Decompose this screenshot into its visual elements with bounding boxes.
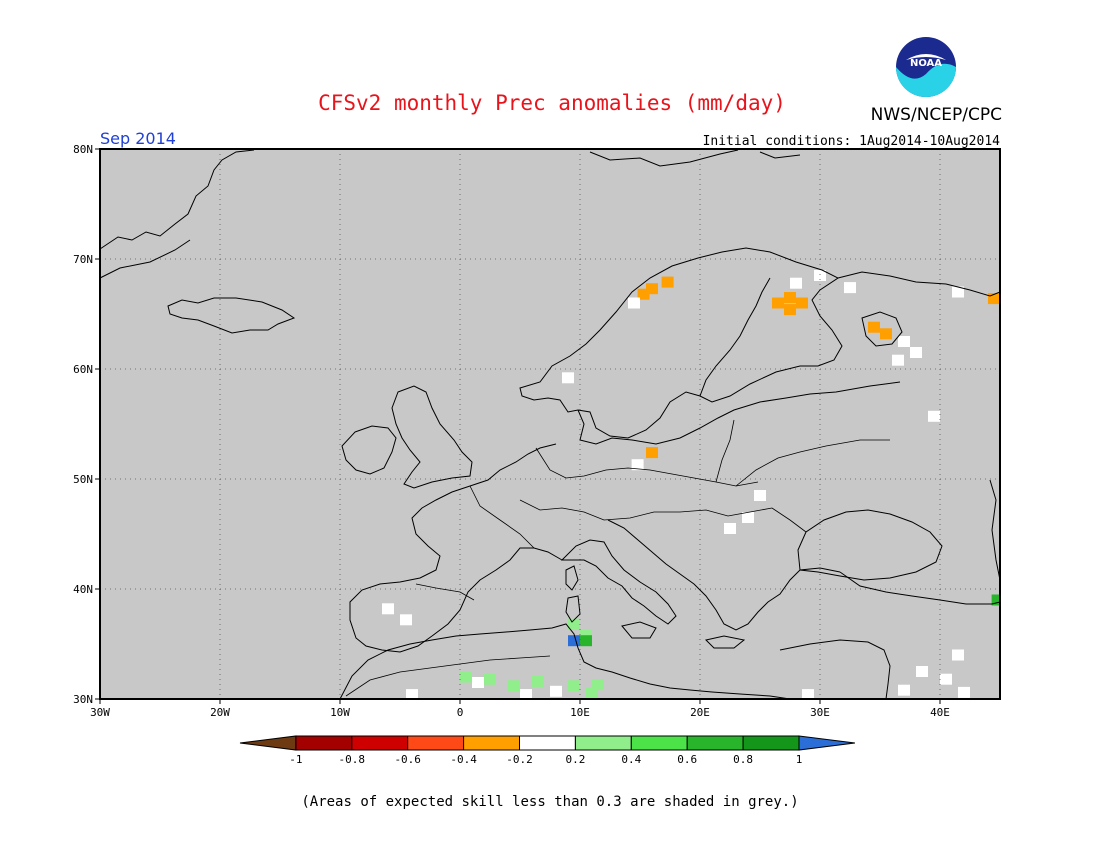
colorbar-segment	[407, 735, 465, 751]
anomaly-cell	[784, 292, 796, 303]
anomaly-cell	[592, 679, 604, 691]
anomaly-cell	[520, 689, 532, 699]
anomaly-cell	[916, 666, 928, 677]
colorbar-segment	[463, 735, 521, 751]
anomaly-cell	[472, 677, 484, 688]
noaa-logo: NOAA	[896, 37, 956, 97]
anomaly-cell	[637, 288, 650, 300]
y-tick-label: 40N	[73, 583, 93, 596]
anomaly-cell	[958, 686, 970, 698]
anomaly-cell	[661, 276, 674, 288]
anomaly-cell	[898, 336, 910, 347]
anomaly-cell	[754, 490, 766, 501]
anomaly-cells	[382, 270, 1000, 699]
anomaly-cell	[568, 618, 580, 630]
map-axes: 30W 20W 10W 0 10E 20E 30E 40E 80N 70N 60N 50N 40N 30N	[73, 143, 950, 719]
y-tick-label: 80N	[73, 143, 93, 156]
anomaly-cell	[580, 635, 592, 647]
anomaly-cell	[898, 684, 910, 696]
anomaly-cell	[988, 293, 1000, 305]
colorbar-label: -0.8	[339, 753, 366, 766]
anomaly-cell	[991, 594, 1000, 606]
figure-title: CFSv2 monthly Prec anomalies (mm/day)	[318, 91, 786, 115]
anomaly-cell	[910, 347, 922, 358]
anomaly-cell	[844, 282, 856, 294]
colorbar-label: -0.6	[394, 753, 421, 766]
map-frame	[99, 148, 1001, 700]
y-tick-label: 50N	[73, 473, 93, 486]
map-panel: 30W 20W 10W 0 10E 20E 30E 40E 80N 70N 60N 50N 40N 30N	[73, 143, 1001, 719]
anomaly-cell	[814, 270, 826, 281]
anomaly-cell	[400, 614, 412, 626]
colorbar-segment	[574, 735, 632, 751]
y-tick-label: 60N	[73, 363, 93, 376]
colorbar-segment	[686, 735, 744, 751]
x-tick-label: 20E	[690, 706, 710, 719]
anomaly-cell	[382, 603, 394, 615]
anomaly-cell	[802, 689, 814, 699]
x-tick-label: 0	[457, 706, 464, 719]
organization-label: NWS/NCEP/CPC	[871, 105, 1002, 125]
anomaly-cell	[952, 649, 964, 661]
footer-note: (Areas of expected skill less than 0.3 a…	[301, 794, 798, 810]
anomaly-cell	[532, 675, 544, 687]
anomaly-cell	[646, 447, 658, 459]
colorbar-arrow-right	[798, 735, 855, 751]
anomaly-cell	[790, 277, 802, 289]
colorbar-label: -0.4	[450, 753, 477, 766]
anomaly-cell	[484, 673, 496, 685]
colorbar-segment	[742, 735, 800, 751]
x-tick-label: 20W	[210, 706, 230, 719]
coastlines	[99, 149, 1001, 700]
anomaly-cell	[550, 685, 562, 697]
x-tick-label: 10E	[570, 706, 590, 719]
anomaly-cell	[631, 459, 644, 471]
valid-month: Sep 2014	[100, 129, 176, 148]
anomaly-cell	[562, 372, 574, 384]
anomaly-cell	[868, 321, 880, 333]
anomaly-cell	[628, 297, 640, 309]
x-tick-label: 30E	[810, 706, 830, 719]
colorbar-segment	[630, 735, 688, 751]
initial-conditions: Initial conditions: 1Aug2014-10Aug2014	[703, 134, 1001, 149]
colorbar-label: 0.4	[621, 753, 641, 766]
anomaly-cell	[568, 680, 580, 692]
colorbar-label: -1	[289, 753, 302, 766]
anomaly-cell	[724, 523, 736, 534]
anomaly-cell	[784, 304, 796, 316]
colorbar-label: 1	[796, 753, 803, 766]
x-tick-label: 10W	[330, 706, 350, 719]
colorbar-label: 0.2	[565, 753, 585, 766]
colorbar-segment	[295, 735, 353, 751]
y-tick-label: 30N	[73, 693, 93, 706]
anomaly-cell	[460, 671, 472, 683]
colorbar-arrow-left	[239, 735, 297, 751]
anomaly-cell	[796, 297, 808, 309]
anomaly-cell	[940, 673, 952, 685]
anomaly-cell	[880, 328, 892, 340]
anomaly-cell	[646, 283, 658, 295]
colorbar-segment	[519, 735, 576, 751]
colorbar-label: -0.2	[506, 753, 533, 766]
anomaly-cell	[892, 354, 904, 366]
y-tick-label: 70N	[73, 253, 93, 266]
anomaly-cell	[742, 512, 754, 523]
anomaly-cell	[772, 297, 784, 309]
anomaly-cell	[568, 635, 580, 647]
anomaly-cell	[928, 410, 940, 422]
logo-wordmark: NOAA	[910, 58, 942, 69]
colorbar-label: 0.8	[733, 753, 753, 766]
anomaly-cell	[952, 286, 964, 298]
x-tick-label: 40E	[930, 706, 950, 719]
colorbar: -1 -0.8 -0.6 -0.4 -0.2 0.2 0.4 0.6 0.8 1	[239, 735, 855, 766]
x-tick-label: 30W	[90, 706, 110, 719]
anomaly-cell	[508, 680, 520, 692]
anomaly-cell	[586, 688, 598, 699]
colorbar-label: 0.6	[677, 753, 697, 766]
map-background	[100, 149, 1000, 699]
anomaly-cell	[406, 689, 418, 699]
colorbar-segment	[351, 735, 409, 751]
